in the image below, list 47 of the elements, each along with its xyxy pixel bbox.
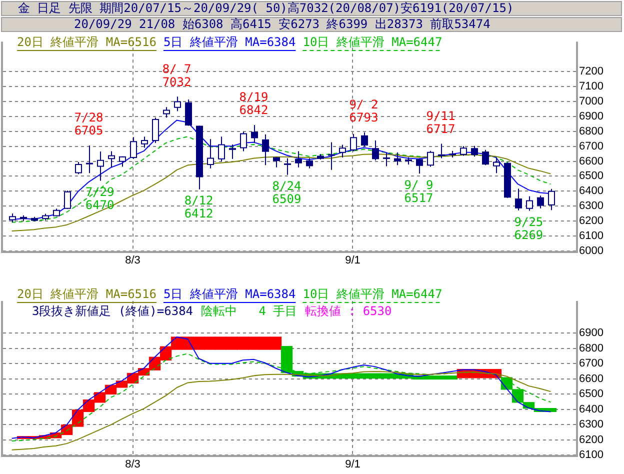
- text: 10日 終値平滑 MA=6447: [302, 287, 442, 302]
- annotation: 8/12 6412: [184, 194, 214, 220]
- x-tick-label: 9/1: [345, 458, 360, 471]
- y-tick-label: 6300: [579, 200, 604, 212]
- text: 20日 終値平滑 MA=6516: [17, 287, 156, 302]
- y-tick-label: 6200: [579, 215, 604, 228]
- annotation: 転換値 : 6530: [305, 304, 392, 318]
- y-tick-label: 6900: [579, 110, 604, 122]
- annotation: 8/24 6509: [272, 178, 302, 206]
- y-tick-label: 6700: [579, 140, 604, 152]
- y-tick-label: 6300: [579, 418, 604, 431]
- annotation: 7/29 6470: [85, 184, 114, 212]
- text: 5日 終値平滑 MA=6384: [163, 287, 296, 302]
- y-tick-label: 6200: [579, 434, 604, 446]
- annotation: 9/ 2 6793: [349, 98, 378, 125]
- annotation: 3段抜き新値足 (終値)=6384: [32, 304, 194, 318]
- annotation: 9/11 6717: [426, 108, 456, 136]
- annotation: 7/28 6705: [74, 110, 104, 138]
- y-tick-label: 6800: [579, 342, 604, 354]
- annotation: 9/25 6269: [514, 214, 544, 242]
- y-tick-label: 6000: [579, 245, 604, 258]
- annotation: 8/19 6842: [239, 90, 268, 118]
- y-tick-label: 6500: [579, 388, 604, 400]
- x-tick-label: 9/1: [345, 254, 360, 267]
- y-tick-label: 7000: [579, 95, 604, 108]
- y-tick-label: 6100: [579, 449, 604, 462]
- y-tick-label: 7100: [579, 80, 604, 93]
- text: 5日 終値平滑 MA=6384: [163, 35, 296, 50]
- y-tick-label: 6700: [579, 358, 604, 370]
- y-tick-label: 6400: [579, 403, 604, 416]
- y-tick-label: 6400: [579, 185, 604, 198]
- y-tick-label: 6500: [579, 170, 604, 182]
- text: 10日 終値平滑 MA=6447: [302, 35, 442, 50]
- y-tick-label: 6600: [579, 155, 604, 168]
- annotation: 9/ 9 6517: [404, 178, 434, 205]
- chart-title: 金 日足 先限 期間20/07/15～20/09/29( 50)高7032(20/08/07)安6191(20/07/15): [1, 1, 622, 16]
- y-tick-label: 7200: [579, 66, 604, 78]
- x-tick-label: 8/3: [125, 254, 140, 267]
- text: 20日 終値平滑 MA=6516: [17, 35, 156, 50]
- y-tick-label: 6600: [579, 372, 604, 385]
- x-tick-label: 8/3: [125, 458, 140, 471]
- annotation: 8/ 7 7032: [162, 62, 192, 89]
- y-tick-label: 6100: [579, 230, 604, 242]
- annotation: 陰転中 4 手目: [201, 304, 298, 318]
- chart-subtitle: 20/09/29 21/08 始6308 高6415 安6273 終6399 出28373 前取53474: [1, 17, 622, 32]
- y-tick-label: 6800: [579, 125, 604, 138]
- y-tick-label: 6900: [579, 327, 604, 340]
